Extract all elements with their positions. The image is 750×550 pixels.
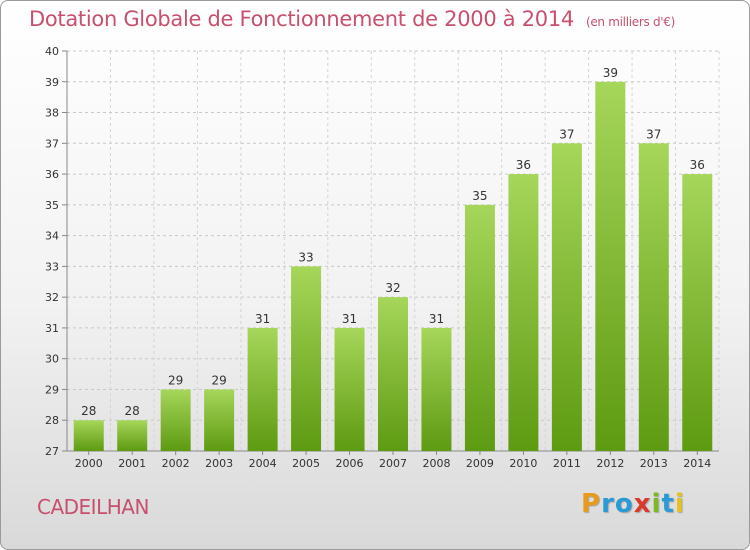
x-tick-label: 2004 [249, 457, 277, 470]
bar [464, 204, 495, 451]
x-tick-label: 2009 [466, 457, 494, 470]
y-tick-label: 40 [45, 45, 59, 58]
data-label: 35 [472, 189, 487, 203]
y-tick-label: 33 [45, 260, 59, 273]
x-tick-label: 2001 [118, 457, 146, 470]
x-tick-label: 2010 [509, 457, 537, 470]
x-tick-label: 2014 [683, 457, 711, 470]
logo-letter: o [614, 489, 634, 519]
data-label: 39 [603, 66, 618, 80]
data-label: 28 [81, 404, 96, 418]
bar [378, 297, 408, 451]
bar [247, 327, 278, 451]
logo-letter: P [581, 489, 602, 519]
data-label: 36 [690, 158, 705, 172]
data-label: 31 [429, 312, 444, 326]
data-label: 29 [168, 373, 183, 387]
commune-name: CADEILHAN [37, 495, 149, 519]
y-tick-label: 34 [45, 230, 59, 243]
bar [551, 143, 582, 452]
data-labels: 28 28 29 29 31 33 31 32 31 35 36 37 39 37 36 [81, 66, 705, 418]
y-tick-label: 36 [45, 168, 59, 181]
bar [421, 327, 452, 451]
data-label: 31 [342, 312, 357, 326]
y-tick-label: 30 [45, 353, 59, 366]
y-tick-label: 32 [45, 291, 59, 304]
bar [117, 420, 148, 451]
bar [204, 389, 235, 451]
y-tick-label: 28 [45, 414, 59, 427]
x-tick-label: 2013 [640, 457, 668, 470]
y-tick-label: 29 [45, 383, 59, 396]
bar [508, 174, 539, 452]
x-tick-label: 2011 [553, 457, 581, 470]
data-label: 32 [385, 281, 400, 295]
bar [160, 389, 191, 451]
chart-title-text: Dotation Globale de Fonctionnement de 20… [29, 7, 574, 31]
x-tick-label: 2012 [596, 457, 624, 470]
data-label: 33 [298, 250, 313, 264]
x-tick-label: 2005 [292, 457, 320, 470]
data-label: 31 [255, 312, 270, 326]
x-tick-label: 2003 [205, 457, 233, 470]
logo-letter: i [651, 489, 662, 519]
bars [73, 81, 713, 452]
y-tick-label: 37 [45, 137, 59, 150]
bar [638, 143, 669, 452]
bar [73, 420, 104, 451]
bar [682, 174, 713, 452]
y-tick-label: 39 [45, 76, 59, 89]
data-label: 37 [559, 127, 574, 141]
bar [291, 266, 322, 451]
proxiti-logo: Proxiti [581, 489, 685, 519]
y-tick-label: 27 [45, 445, 59, 458]
x-tick-label: 2000 [75, 457, 103, 470]
x-tick-label: 2002 [162, 457, 190, 470]
bar [334, 327, 365, 451]
logo-letter: r [601, 489, 615, 519]
data-label: 29 [211, 373, 226, 387]
logo-letter: i [674, 489, 685, 519]
chart-title: Dotation Globale de Fonctionnement de 20… [29, 7, 675, 31]
chart-subtitle: (en milliers d'€) [585, 15, 675, 29]
x-tick-label: 2006 [336, 457, 364, 470]
y-tick-label: 35 [45, 199, 59, 212]
logo-letter: x [633, 489, 652, 519]
data-label: 36 [516, 158, 531, 172]
x-tick-label: 2008 [422, 457, 450, 470]
y-tick-label: 31 [45, 322, 59, 335]
data-label: 28 [125, 404, 140, 418]
data-label: 37 [646, 127, 661, 141]
y-tick-label: 38 [45, 107, 59, 120]
axes: 27 28 29 30 31 32 33 34 35 36 37 38 39 40 2000 2001 2002… [45, 45, 719, 470]
x-tick-label: 2007 [379, 457, 407, 470]
bar [595, 81, 626, 452]
logo-letter: t [661, 489, 675, 519]
